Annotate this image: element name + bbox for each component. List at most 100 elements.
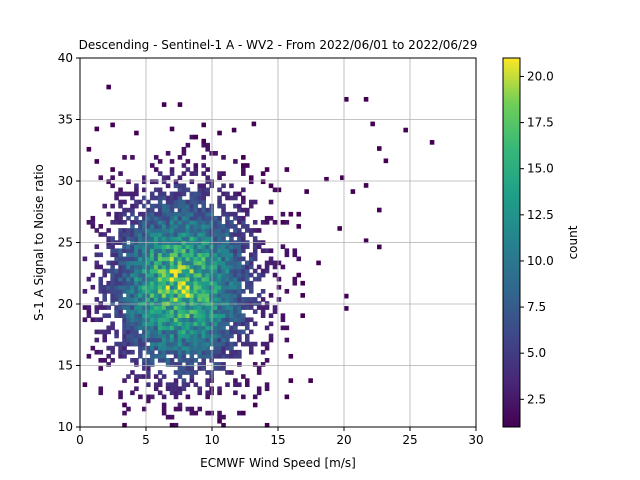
heatmap-cell — [82, 288, 88, 294]
heatmap-cell — [225, 264, 230, 270]
heatmap-cell — [102, 268, 107, 274]
heatmap-cell — [217, 219, 222, 225]
colorbar-tick-label: 15.0 — [527, 162, 554, 176]
heatmap-cell — [110, 321, 115, 327]
heatmap-cell — [130, 191, 135, 197]
heatmap-cell — [205, 305, 210, 310]
heatmap-cell — [217, 203, 222, 209]
heatmap-cell — [245, 297, 250, 302]
heatmap-cell — [185, 362, 191, 367]
heatmap-cell — [221, 264, 226, 270]
heatmap-cell — [130, 272, 135, 278]
heatmap-cell — [106, 268, 111, 274]
heatmap-cell — [146, 321, 151, 327]
heatmap-cell — [122, 313, 127, 319]
heatmap-cell — [126, 341, 131, 347]
heatmap-cell — [237, 284, 242, 290]
heatmap-cell — [193, 301, 199, 306]
heatmap-cell — [193, 268, 199, 274]
heatmap-cell — [233, 159, 238, 164]
heatmap-cell — [288, 378, 294, 383]
heatmap-cell — [185, 260, 191, 266]
heatmap-cell — [201, 325, 206, 331]
heatmap-cell — [256, 228, 262, 233]
heatmap-cell — [146, 325, 151, 331]
heatmap-cell — [189, 219, 195, 225]
heatmap-cell — [177, 358, 183, 363]
heatmap-cell — [157, 297, 163, 302]
heatmap-cell — [169, 171, 175, 176]
heatmap-cell — [403, 127, 408, 133]
heatmap-cell — [130, 280, 135, 286]
heatmap-cell — [161, 333, 167, 339]
heatmap-cell — [217, 410, 222, 416]
heatmap-cell — [157, 280, 163, 286]
heatmap-cell — [122, 276, 127, 282]
heatmap-cell — [102, 329, 107, 335]
heatmap-cell — [245, 305, 250, 310]
heatmap-cell — [201, 244, 206, 250]
heatmap-cell — [110, 167, 115, 172]
heatmap-cell — [122, 268, 127, 274]
heatmap-cell — [181, 358, 187, 363]
heatmap-cell — [189, 228, 195, 233]
heatmap-cell — [197, 288, 203, 294]
heatmap-cell — [229, 183, 234, 189]
heatmap-cell — [217, 288, 222, 294]
heatmap-cell — [169, 232, 175, 237]
heatmap-cell — [201, 183, 206, 189]
heatmap-cell — [221, 414, 226, 420]
heatmap-cell — [146, 317, 151, 323]
heatmap-cell — [138, 264, 143, 270]
heatmap-cell — [149, 272, 155, 278]
heatmap-cell — [114, 252, 119, 258]
heatmap-cell — [225, 305, 230, 310]
heatmap-cell — [241, 224, 246, 229]
heatmap-cell — [153, 187, 159, 193]
heatmap-cell — [130, 264, 135, 270]
heatmap-cell — [181, 366, 187, 371]
heatmap-cell — [149, 224, 155, 229]
heatmap-cell — [153, 195, 159, 201]
heatmap-cell — [110, 183, 115, 189]
heatmap-cell — [157, 349, 163, 355]
heatmap-cell — [134, 187, 139, 193]
heatmap-cell — [161, 219, 167, 225]
heatmap-cell — [217, 272, 222, 278]
heatmap-cell — [94, 264, 100, 270]
heatmap-cell — [221, 183, 226, 189]
heatmap-cell — [296, 256, 302, 262]
heatmap-cell — [201, 187, 206, 193]
heatmap-cell — [130, 321, 135, 327]
heatmap-cell — [229, 272, 234, 278]
heatmap-cell — [245, 264, 250, 270]
heatmap-cell — [193, 321, 199, 327]
heatmap-cell — [122, 341, 127, 347]
heatmap-cell — [161, 293, 167, 298]
heatmap-cell — [173, 386, 179, 392]
heatmap-cell — [106, 236, 111, 241]
heatmap-cell — [161, 195, 167, 201]
heatmap-cell — [126, 288, 131, 294]
heatmap-cell — [177, 353, 183, 359]
heatmap-cell — [146, 280, 151, 286]
heatmap-cell — [268, 199, 274, 205]
heatmap-cell — [241, 317, 246, 323]
heatmap-cell — [110, 219, 115, 225]
heatmap-cell — [138, 224, 143, 229]
heatmap-cell — [217, 349, 222, 355]
heatmap-cell — [292, 276, 298, 282]
heatmap-cell — [161, 317, 167, 323]
heatmap-cell — [201, 155, 206, 160]
heatmap-cell — [201, 163, 206, 168]
heatmap-cell — [284, 219, 290, 225]
heatmap-cell — [106, 244, 111, 250]
heatmap-cell — [149, 228, 155, 233]
heatmap-cell — [205, 341, 210, 347]
heatmap-cell — [138, 293, 143, 298]
heatmap-cell — [177, 386, 183, 392]
heatmap-cell — [193, 276, 199, 282]
heatmap-cell — [201, 232, 206, 237]
heatmap-cell — [213, 301, 218, 306]
heatmap-cell — [201, 268, 206, 274]
